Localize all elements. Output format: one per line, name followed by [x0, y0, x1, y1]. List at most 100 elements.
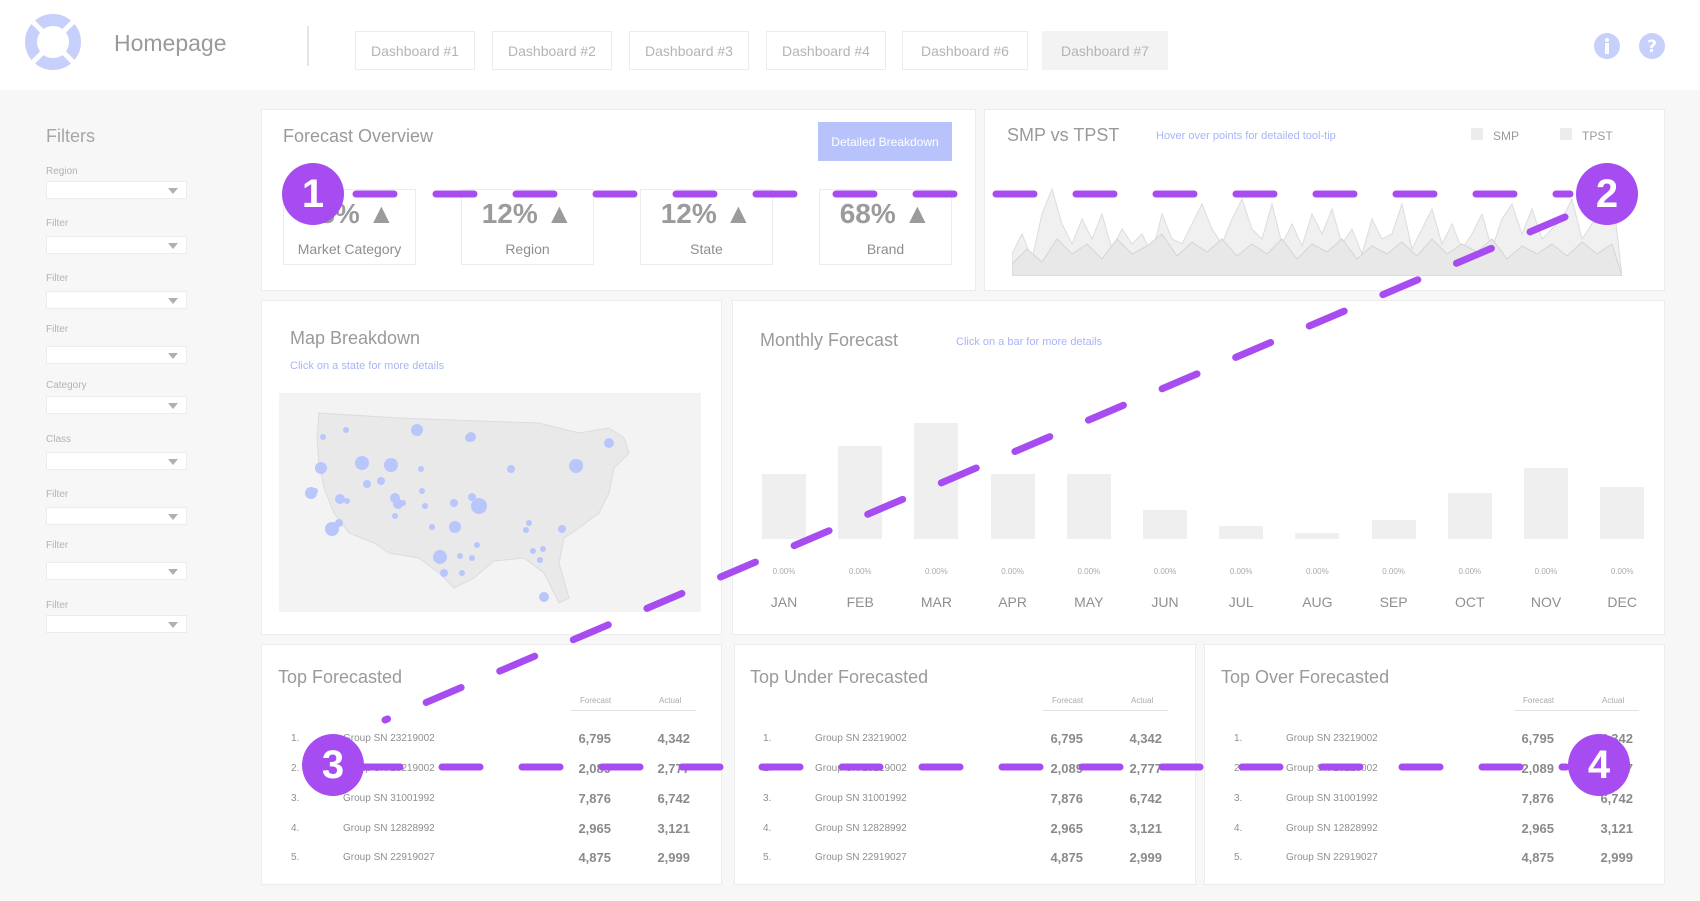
up-triangle-icon: ▲ [903, 198, 932, 229]
row-rank: 4. [291, 823, 300, 834]
row-forecast: 7,876 [578, 791, 611, 806]
bar-may[interactable] [1066, 474, 1111, 539]
top-forecasted-title: Top Forecasted [278, 667, 403, 687]
legend-tpst: TPST [1582, 129, 1613, 143]
bar-mar[interactable] [914, 423, 959, 539]
row-forecast: 4,875 [578, 850, 611, 865]
region-select[interactable] [46, 181, 187, 199]
row-forecast: 4,875 [1050, 850, 1083, 865]
row-group-name[interactable]: Group SN 31001992 [343, 793, 435, 804]
row-actual: 3,121 [1129, 821, 1162, 836]
bar-oct[interactable] [1447, 492, 1492, 539]
legend-swatch-tpst [1560, 128, 1572, 140]
row-actual: 4,342 [657, 731, 690, 746]
smp-vs-tpst-title: SMP vs TPST [1007, 125, 1120, 145]
bar-sep[interactable] [1371, 520, 1416, 539]
row-forecast: 7,876 [1050, 791, 1083, 806]
filter-select[interactable] [46, 291, 187, 309]
x-tick-label: OCT [1455, 594, 1485, 610]
filter-label: Filter [46, 600, 69, 611]
row-actual: 2,999 [657, 850, 690, 865]
help-icon[interactable]: ? [1638, 32, 1666, 60]
us-map[interactable] [279, 393, 701, 612]
x-tick-label: MAR [920, 594, 952, 610]
bar-data-label: 0.00% [1306, 567, 1329, 576]
row-rank: 2. [291, 763, 300, 774]
row-forecast: 2,965 [578, 821, 611, 836]
up-triangle-icon: ▲ [724, 198, 753, 229]
row-group-name[interactable]: Group SN 31001992 [1286, 793, 1378, 804]
bar-jun[interactable] [1143, 510, 1187, 539]
tab-dashboard-1[interactable]: Dashboard #1 [355, 31, 475, 70]
smp-tpst-sparkline[interactable] [1012, 184, 1622, 276]
row-group-name[interactable]: Group SN 23219002 [1286, 733, 1378, 744]
x-tick-label: JUL [1228, 594, 1254, 610]
row-actual: 6,742 [657, 791, 690, 806]
column-header-actual: Actual [659, 696, 682, 705]
class-select[interactable] [46, 452, 187, 470]
detailed-breakdown-button[interactable]: Detailed Breakdown [818, 122, 952, 161]
row-rank: 4. [763, 823, 772, 834]
row-group-name[interactable]: Group SN 22919027 [343, 852, 435, 863]
bar-apr[interactable] [990, 474, 1035, 539]
tab-dashboard-6[interactable]: Dashboard #6 [902, 31, 1028, 70]
filter-label: Class [46, 434, 72, 445]
filter-select[interactable] [46, 562, 187, 580]
row-group-name[interactable]: Group SN 23219002 [815, 733, 907, 744]
row-group-name[interactable]: Group SN 12828992 [815, 823, 907, 834]
bar-data-label: 0.00% [1610, 567, 1634, 576]
row-group-name[interactable]: Group SN 12828992 [1286, 823, 1378, 834]
row-rank: 5. [763, 852, 772, 863]
kpi-value: 12% ▲ [481, 198, 574, 229]
filter-select[interactable] [46, 507, 187, 525]
filter-select[interactable] [46, 615, 187, 633]
filter-select[interactable] [46, 236, 187, 254]
tab-dashboard-3[interactable]: Dashboard #3 [629, 31, 749, 70]
bar-jul[interactable] [1219, 526, 1264, 539]
bar-feb[interactable] [838, 446, 883, 539]
tab-dashboard-7[interactable]: Dashboard #7 [1042, 31, 1168, 70]
row-forecast: 6,795 [578, 731, 611, 746]
row-group-name[interactable]: Group SN 23219002 [1286, 763, 1378, 774]
legend-swatch-smp [1471, 128, 1483, 140]
row-rank: 1. [1234, 733, 1243, 744]
legend-smp: SMP [1493, 129, 1520, 143]
filter-label: Filter [46, 218, 69, 229]
column-header-actual: Actual [1131, 696, 1154, 705]
x-tick-label: JAN [770, 594, 798, 610]
kpi-brand[interactable]: 68% ▲ Brand [819, 189, 952, 265]
tab-dashboard-4[interactable]: Dashboard #4 [766, 31, 886, 70]
row-actual: 3,121 [657, 821, 690, 836]
row-actual: 4,342 [1129, 731, 1162, 746]
kpi-state[interactable]: 12% ▲ State [640, 189, 773, 265]
row-group-name[interactable]: Group SN 23219002 [815, 763, 907, 774]
kpi-label: Region [505, 241, 550, 257]
row-group-name[interactable]: Group SN 22919027 [1286, 852, 1378, 863]
bar-nov[interactable] [1524, 468, 1568, 539]
bar-data-label: 0.00% [1458, 567, 1482, 576]
kpi-region[interactable]: 12% ▲ Region [461, 189, 594, 265]
row-forecast: 2,089 [578, 761, 611, 776]
svg-text:?: ? [1647, 37, 1657, 57]
filter-label: Filter [46, 324, 69, 335]
bar-dec[interactable] [1600, 486, 1645, 539]
up-triangle-icon: ▲ [367, 198, 396, 229]
smp-hint: Hover over points for detailed tool-tip [1156, 130, 1336, 142]
filter-select[interactable] [46, 346, 187, 364]
row-group-name[interactable]: Group SN 12828992 [343, 823, 435, 834]
row-actual: 3,121 [1600, 821, 1633, 836]
bar-jan[interactable] [762, 474, 806, 539]
filter-label: Category [46, 380, 87, 391]
row-rank: 2. [763, 763, 772, 774]
top-header: Homepage Dashboard #1 Dashboard #2 Dashb… [0, 0, 1700, 90]
row-group-name[interactable]: Group SN 31001992 [815, 793, 907, 804]
row-group-name[interactable]: Group SN 23219002 [343, 733, 435, 744]
info-icon[interactable] [1593, 32, 1621, 60]
filter-label: Filter [46, 540, 69, 551]
row-rank: 4. [1234, 823, 1243, 834]
x-tick-label: AUG [1302, 594, 1333, 610]
bar-aug[interactable] [1295, 533, 1340, 539]
category-select[interactable] [46, 396, 187, 414]
row-group-name[interactable]: Group SN 22919027 [815, 852, 907, 863]
tab-dashboard-2[interactable]: Dashboard #2 [492, 31, 612, 70]
